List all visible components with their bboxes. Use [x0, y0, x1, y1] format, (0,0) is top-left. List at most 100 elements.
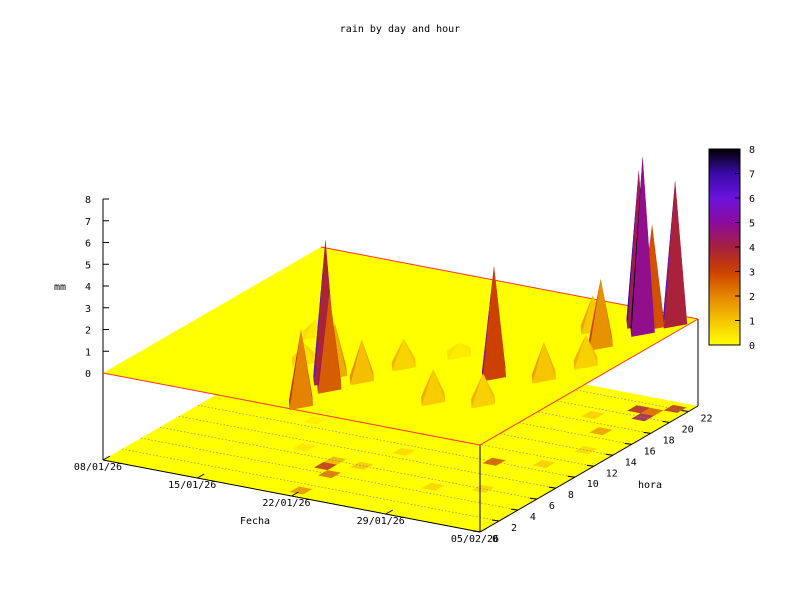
- peak-face: [483, 373, 496, 405]
- x-tick: [197, 473, 205, 479]
- peak-face: [585, 334, 598, 366]
- floor-cell: [289, 486, 313, 495]
- z-tick-label: 2: [85, 326, 91, 337]
- y-tick-label: 16: [644, 446, 656, 457]
- y-tick-label: 22: [701, 413, 713, 424]
- peak-face: [301, 329, 314, 406]
- x-tick-label: 15/01/26: [168, 480, 216, 491]
- peak-face: [589, 278, 613, 351]
- surface: [102, 156, 699, 446]
- floor-cell: [303, 416, 327, 425]
- floor-cell: [581, 411, 605, 420]
- y-axis-line: [479, 405, 699, 533]
- floor-grid-line: [197, 404, 575, 478]
- floor-cell: [392, 447, 416, 456]
- y-tick-label: 20: [682, 424, 694, 435]
- peak-face: [494, 266, 507, 378]
- floor-grid-line: [178, 415, 556, 489]
- peak-face: [592, 295, 605, 331]
- floor-grid-line: [121, 448, 500, 522]
- peak-face: [482, 266, 507, 382]
- colorbar-tick-label: 7: [749, 170, 755, 181]
- peak-face: [626, 170, 639, 329]
- peak-face: [470, 373, 483, 409]
- z-tick-label: 5: [85, 260, 91, 271]
- x-tick-label: 22/01/26: [262, 498, 310, 509]
- z-tick-label: 7: [85, 217, 91, 228]
- peak-face: [392, 338, 416, 372]
- floor-cell: [421, 482, 445, 491]
- peak-face: [288, 329, 301, 411]
- peak-face: [663, 180, 688, 329]
- z-tick-label: 4: [85, 282, 91, 293]
- peak-face: [421, 369, 434, 407]
- y-axis-label: hora: [638, 480, 662, 491]
- peak-face: [662, 180, 676, 329]
- x-axis-label: Fecha: [240, 516, 270, 527]
- floor-grid-line: [140, 437, 518, 511]
- floor-cell: [640, 407, 664, 416]
- floor-cell: [532, 460, 556, 468]
- peak-face: [302, 320, 315, 340]
- x-tick-label: 29/01/26: [357, 516, 405, 527]
- peak-face: [447, 342, 472, 361]
- x-tick: [291, 491, 299, 497]
- colorbar: 0 1 2 3 4 5 6 7 8: [708, 145, 755, 352]
- floor-cell: [323, 456, 347, 465]
- floor-cell: [631, 413, 655, 422]
- y-tick: [567, 475, 575, 478]
- z-tick-label: 1: [85, 347, 91, 358]
- floor-cell: [627, 405, 651, 414]
- x-tick: [385, 509, 393, 515]
- peak-face: [289, 329, 314, 411]
- floor-cell: [292, 443, 316, 452]
- peak-face: [334, 323, 347, 376]
- colorbar-tick-label: 5: [749, 219, 755, 230]
- colorbar-tick-label: 3: [749, 268, 755, 279]
- peak-face: [313, 239, 326, 386]
- peak-face: [631, 156, 655, 337]
- y-tick: [586, 464, 594, 467]
- peak-face: [433, 369, 446, 402]
- floor-cell: [314, 462, 337, 471]
- peak-face: [481, 266, 494, 382]
- colorbar-tick-label: 2: [749, 292, 755, 303]
- y-tick: [605, 453, 613, 456]
- y-tick-label: 14: [625, 457, 637, 468]
- peak-face: [391, 338, 404, 372]
- peak-face: [361, 339, 374, 381]
- peak-face: [304, 343, 317, 363]
- peak-face: [573, 334, 586, 370]
- colorbar-tick-label: 8: [749, 145, 755, 156]
- floor-cell: [589, 427, 613, 436]
- y-tick-label: 10: [587, 479, 599, 490]
- peak-face: [652, 224, 665, 328]
- peak-face: [349, 339, 362, 386]
- z-tick-label: 0: [85, 369, 91, 380]
- chart-title: rain by day and hour: [340, 24, 460, 35]
- axes: 012345678mm08/01/2615/01/2622/01/2629/01…: [54, 195, 713, 545]
- peak-face: [403, 338, 416, 368]
- peak-face: [531, 342, 544, 384]
- y-tick-label: 2: [511, 523, 517, 534]
- colorbar-tick-label: 6: [749, 194, 755, 205]
- floor-cell: [471, 484, 495, 493]
- peak-face: [329, 293, 342, 390]
- y-tick: [529, 497, 537, 500]
- x-tick-label: 08/01/26: [74, 462, 122, 473]
- y-tick-label: 8: [568, 490, 574, 501]
- y-tick: [681, 409, 689, 412]
- y-tick-label: 6: [549, 501, 555, 512]
- z-tick-label: 8: [85, 195, 91, 206]
- x-tick-label: 05/02/26: [451, 534, 499, 545]
- z-tick-label: 6: [85, 239, 91, 250]
- peak-face: [574, 334, 598, 370]
- x-tick: [479, 527, 488, 533]
- x-tick: [102, 455, 111, 461]
- peak-face: [588, 278, 601, 351]
- peak-face: [630, 156, 643, 337]
- y-tick: [548, 486, 556, 489]
- y-tick: [662, 420, 670, 423]
- floor-cell: [574, 446, 598, 455]
